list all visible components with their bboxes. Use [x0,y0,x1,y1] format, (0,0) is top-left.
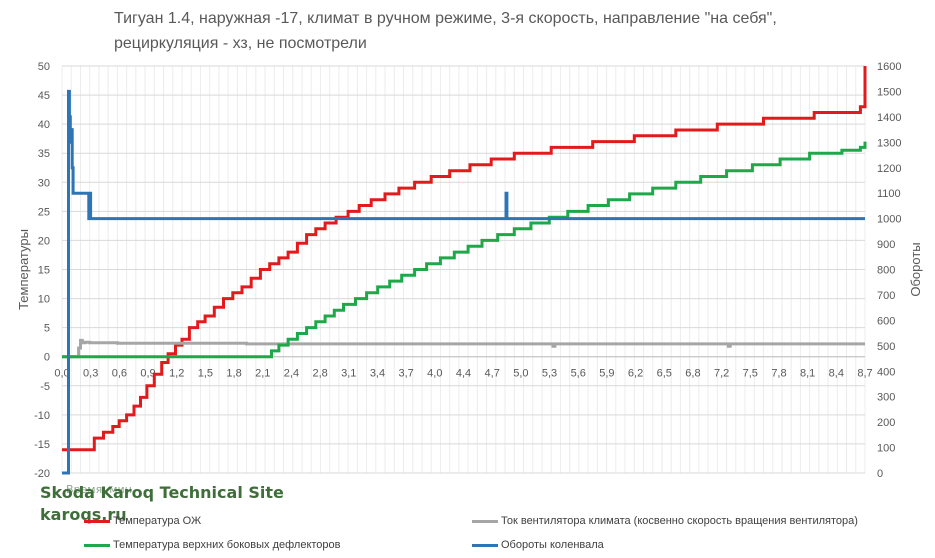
x-tick-label: 6,8 [685,368,700,380]
y-right-tick-label: 1100 [877,188,901,200]
y-right-tick-label: 1200 [877,163,901,175]
x-tick-label: 4,7 [485,368,500,380]
x-tick-label: 3,7 [398,368,413,380]
y-left-tick-label: 10 [38,294,50,306]
x-tick-label: 5,9 [599,368,614,380]
x-tick-label: 3,4 [370,368,385,380]
legend-label-rpm: Обороты коленвала [501,539,604,551]
y-right-tick-label: 500 [877,341,895,353]
y-left-tick-label: -20 [34,468,50,480]
series-line-2 [62,141,867,359]
legend-label-fan-current: Ток вентилятора климата (косвенно скорос… [501,515,858,527]
y-left-tick-label: -5 [40,381,50,393]
x-tick-label: 7,8 [771,368,786,380]
x-tick-label: 2,1 [255,368,270,380]
y-left-tick-label: 25 [38,206,50,218]
series-line-0 [62,66,867,452]
x-tick-label: 1,5 [198,368,213,380]
x-tick-label: 0,9 [140,368,155,380]
legend-swatch-deflector-temp [84,543,110,547]
y-right-tick-label: 300 [877,392,895,404]
x-tick-label: 5,0 [513,368,528,380]
watermark-line-2: karoqs.ru [40,505,127,524]
x-tick-label: 8,7 [857,368,872,380]
x-tick-label: 1,2 [169,368,184,380]
series-line-1 [62,338,865,359]
x-tick-label: 2,4 [284,368,299,380]
y-left-tick-label: 30 [38,177,50,189]
x-tick-label: 1,8 [226,368,241,380]
chart-title-line-1: Тигуан 1.4, наружная -17, климат в ручно… [114,10,777,27]
y-right-tick-label: 700 [877,290,895,302]
y-left-tick-label: 20 [38,235,50,247]
legend-label-deflector-temp: Температура верхних боковых дефлекторов [113,539,341,551]
x-tick-label: 0,6 [112,368,127,380]
y-left-tick-label: 40 [38,119,50,131]
y-left-tick-label: -15 [34,439,50,451]
x-tick-label: 8,1 [800,368,815,380]
y-right-tick-label: 1000 [877,214,901,226]
y-right-tick-label: 1600 [877,61,901,73]
y-right-tick-label: 0 [877,468,883,480]
legend-label-coolant: Температура ОЖ [113,515,202,527]
y-right-tick-label: 1500 [877,86,901,98]
legend-item-coolant: Температура ОЖ [84,515,201,527]
y-right-tick-label: 200 [877,417,895,429]
y-right-tick-label: 400 [877,366,895,378]
x-tick-label: 4,4 [456,368,471,380]
x-tick-label: 0,3 [83,368,98,380]
legend-swatch-rpm [472,543,498,547]
y-right-tick-label: 1300 [877,137,901,149]
legend-item-rpm: Обороты коленвала [472,539,604,551]
x-tick-label: 0,0 [54,368,69,380]
y-axis-right-title: Обороты [908,242,923,296]
legend-item-fan-current: Ток вентилятора климата (косвенно скорос… [472,515,858,527]
x-tick-label: 7,2 [714,368,729,380]
watermark-line-1: Skoda Karoq Technical Site [40,483,284,502]
y-axis-left-title: Температуры [16,229,31,310]
watermark-overlay-text: Время, мин [66,483,132,496]
x-tick-label: 5,3 [542,368,557,380]
legend-swatch-fan-current [472,519,498,523]
y-right-tick-label: 600 [877,315,895,327]
series-line-3 [62,89,865,475]
y-left-tick-label: 35 [38,148,50,160]
x-tick-label: 5,6 [571,368,586,380]
y-left-tick-label: 5 [44,323,50,335]
x-tick-label: 4,0 [427,368,442,380]
y-left-tick-label: -10 [34,410,50,422]
y-left-tick-label: 15 [38,265,50,277]
x-tick-label: 7,5 [743,368,758,380]
y-right-tick-label: 1400 [877,112,901,124]
x-tick-label: 2,8 [312,368,327,380]
legend-swatch-coolant [84,519,110,523]
legend-item-deflector-temp: Температура верхних боковых дефлекторов [84,539,341,551]
y-right-tick-label: 800 [877,265,895,277]
chart-title: Тигуан 1.4, наружная -17, климат в ручно… [114,6,874,56]
x-tick-label: 6,2 [628,368,643,380]
x-tick-label: 8,4 [829,368,844,380]
y-left-tick-label: 0 [44,352,50,364]
y-right-tick-label: 100 [877,443,895,455]
x-tick-label: 6,5 [657,368,672,380]
y-left-tick-label: 50 [38,61,50,73]
chart-title-line-2: рециркуляция - хз, не посмотрели [114,35,367,52]
y-right-tick-label: 900 [877,239,895,251]
y-left-tick-label: 45 [38,90,50,102]
x-tick-label: 3,1 [341,368,356,380]
